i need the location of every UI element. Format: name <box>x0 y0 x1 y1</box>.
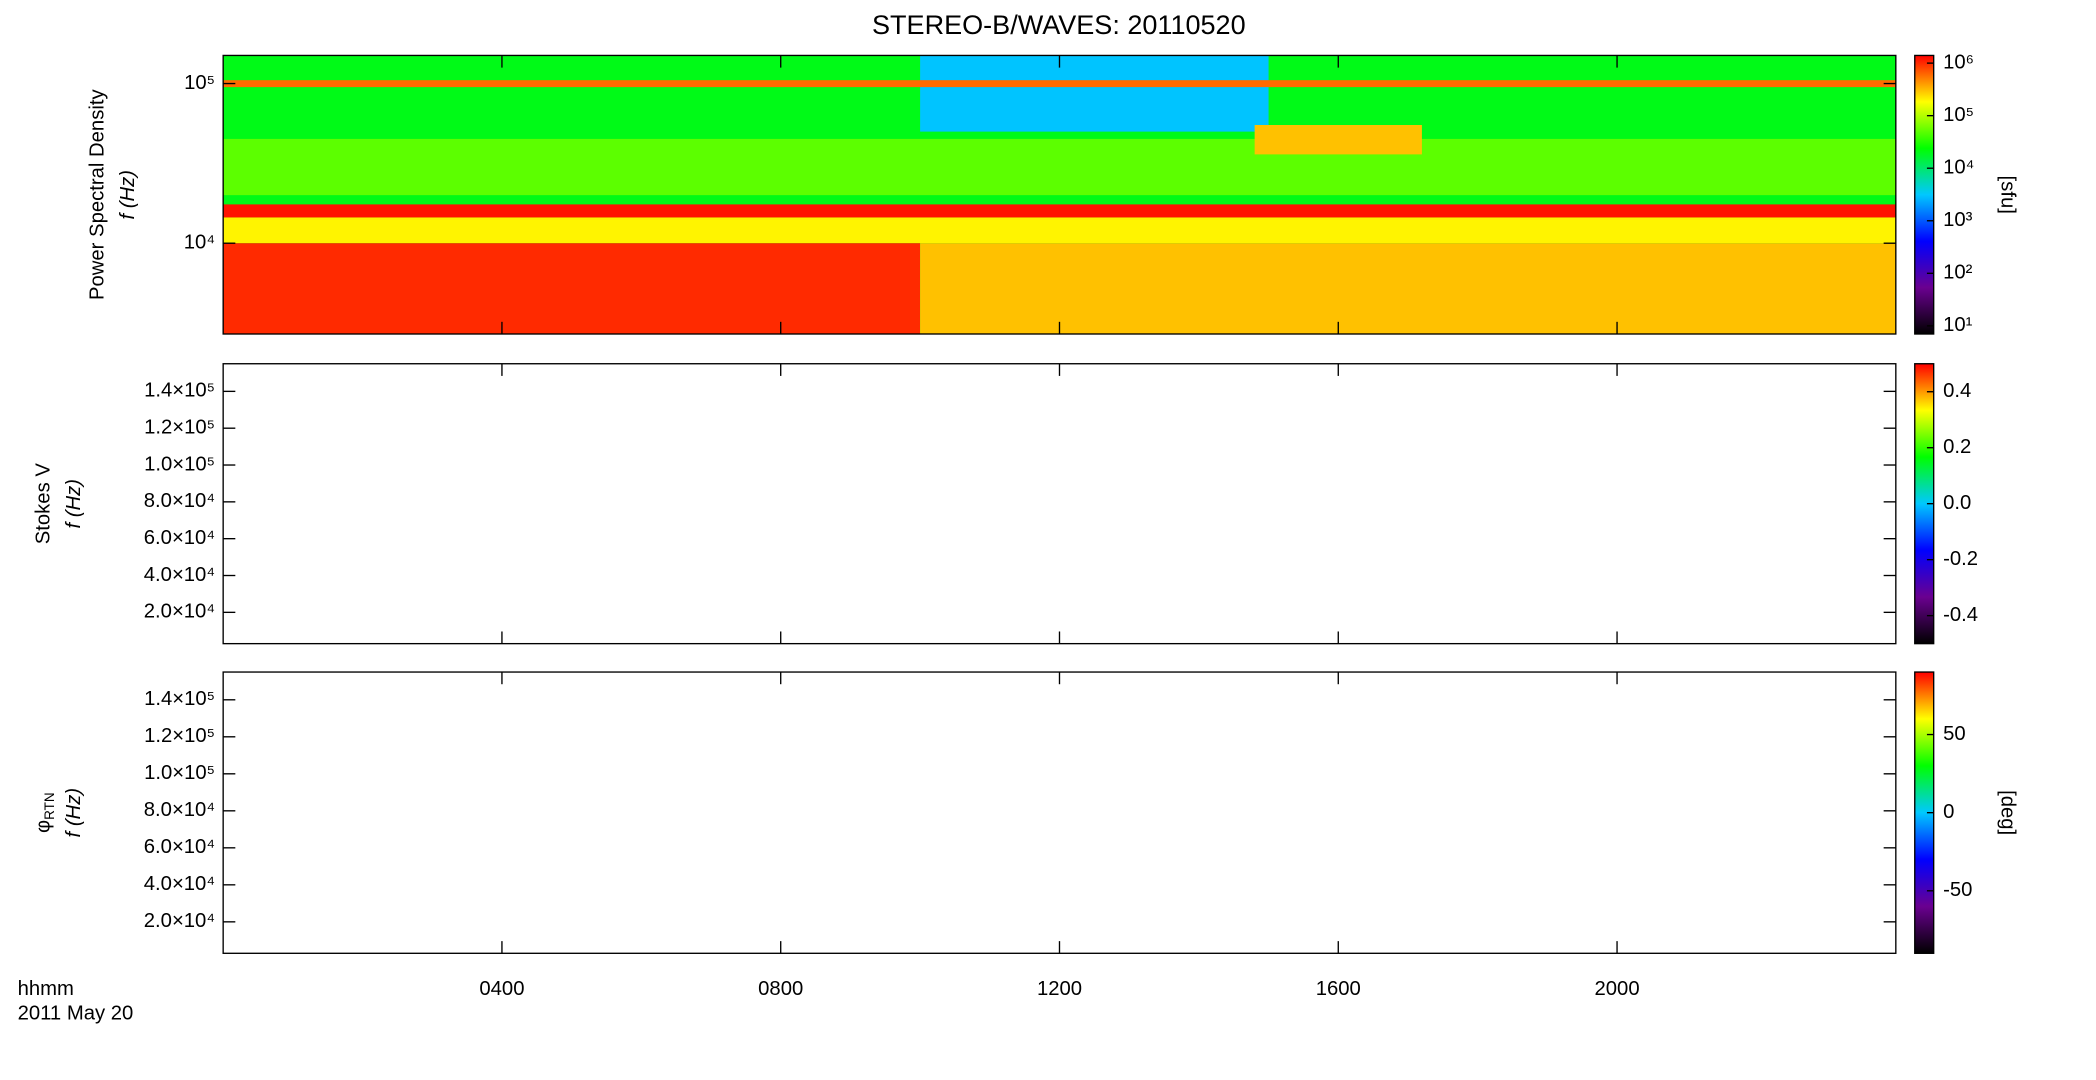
spectrogram-cell <box>223 243 921 334</box>
y-tick-label: 6.0×10⁴ <box>144 527 215 549</box>
y-axis-label: Stokes V <box>33 463 55 545</box>
y-tick-label: 10⁴ <box>184 232 215 254</box>
spectrogram-cell <box>920 243 1896 334</box>
spectrogram-cell <box>223 204 1896 218</box>
colorbar-tick-label: -50 <box>1943 879 1972 901</box>
y-axis-label-main: Stokes V <box>33 463 55 545</box>
y-axis-unit-label: f (Hz) <box>63 788 85 838</box>
y-tick-label: 1.0×10⁵ <box>144 453 215 475</box>
x-tick-label: 1600 <box>1316 978 1361 1000</box>
colorbar-tick-label: 50 <box>1943 723 1966 745</box>
spectrogram-cell <box>920 55 1269 132</box>
colorbar-tick-label: 10¹ <box>1943 314 1973 336</box>
x-axis-label: hhmm <box>18 978 74 1000</box>
x-tick-label: 0800 <box>758 978 803 1000</box>
colorbar-tick-label: -0.2 <box>1943 548 1978 570</box>
colorbar-label: [deg] <box>1996 790 2018 835</box>
y-axis-label-main: Power Spectral Density <box>87 89 109 300</box>
colorbar-tick-label: 0.4 <box>1943 380 1971 402</box>
date-label: 2011 May 20 <box>18 1003 134 1025</box>
spectrogram-cell <box>223 217 1896 244</box>
colorbar-tick-label: 0 <box>1943 801 1954 823</box>
x-tick-label: 1200 <box>1037 978 1082 1000</box>
y-tick-label: 6.0×10⁴ <box>144 836 215 858</box>
y-tick-label: 8.0×10⁴ <box>144 490 215 512</box>
plot-frame <box>222 363 1897 645</box>
y-axis-label-main: φ <box>33 820 55 833</box>
plot-frame <box>222 671 1897 954</box>
chart-title: STEREO-B/WAVES: 20110520 <box>872 10 1246 40</box>
colorbar-tick-label: 10² <box>1943 262 1973 284</box>
y-tick-label: 2.0×10⁴ <box>144 601 215 623</box>
y-axis-label-sub: RTN <box>42 792 57 820</box>
colorbar-tick-label: 0.2 <box>1943 436 1971 458</box>
spectrogram-cell <box>223 80 1896 88</box>
colorbar-tick-label: 10⁵ <box>1943 104 1974 126</box>
y-axis-unit-label: f (Hz) <box>117 170 139 220</box>
colorbar-label: [sfu] <box>1996 176 2018 214</box>
y-axis-unit-label: f (Hz) <box>63 479 85 529</box>
spectrogram-cell <box>1254 125 1422 155</box>
colorbar-tick-label: 10⁴ <box>1943 157 1974 179</box>
colorbar <box>1914 54 1935 335</box>
y-tick-label: 1.2×10⁵ <box>144 417 215 439</box>
colorbar-tick-label: 0.0 <box>1943 492 1971 514</box>
y-tick-label: 1.2×10⁵ <box>144 725 215 747</box>
y-tick-label: 2.0×10⁴ <box>144 910 215 932</box>
y-tick-label: 4.0×10⁴ <box>144 564 215 586</box>
y-tick-label: 8.0×10⁴ <box>144 799 215 821</box>
y-tick-label: 10⁵ <box>184 72 215 94</box>
x-tick-label: 2000 <box>1595 978 1640 1000</box>
y-tick-label: 1.0×10⁵ <box>144 762 215 784</box>
y-axis-label: Power Spectral Density <box>87 89 109 300</box>
colorbar-tick-label: -0.4 <box>1943 604 1978 626</box>
spectrogram-cell <box>223 138 1896 196</box>
y-axis-label: φRTN <box>33 792 57 833</box>
colorbar-tick-label: 10³ <box>1943 209 1973 231</box>
y-tick-label: 1.4×10⁵ <box>144 688 215 710</box>
colorbar-tick-label: 10⁶ <box>1943 51 1974 73</box>
y-tick-label: 1.4×10⁵ <box>144 380 215 402</box>
x-tick-label: 0400 <box>479 978 524 1000</box>
y-tick-label: 4.0×10⁴ <box>144 873 215 895</box>
